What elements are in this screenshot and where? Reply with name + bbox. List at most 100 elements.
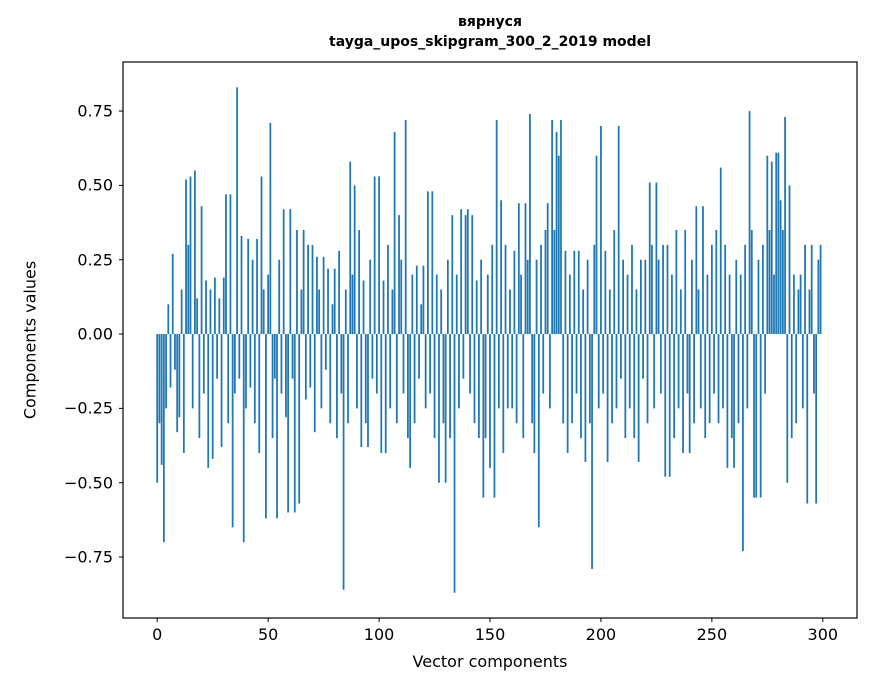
bar [662, 244, 664, 335]
bar [349, 161, 352, 335]
bar [613, 229, 616, 335]
bar [171, 253, 174, 335]
bar [682, 334, 684, 453]
bar [404, 119, 407, 335]
bar [174, 334, 176, 370]
y-tick-label: 0.25 [77, 250, 113, 270]
bar [180, 289, 183, 335]
bar [699, 334, 702, 409]
bar [291, 334, 294, 379]
bar [770, 161, 773, 335]
bar [353, 185, 356, 335]
bar [338, 250, 341, 335]
bar [480, 259, 483, 335]
bar [347, 334, 349, 424]
bar [309, 334, 312, 388]
bar [582, 289, 585, 335]
bar [455, 274, 458, 335]
bar [475, 280, 478, 335]
bar [651, 244, 653, 335]
bar [688, 334, 691, 453]
bar [753, 334, 755, 498]
bar [564, 250, 567, 335]
bar [398, 215, 400, 335]
bar [189, 176, 192, 335]
y-tick-label: −0.50 [63, 473, 113, 493]
bar [790, 334, 793, 439]
bar [584, 334, 587, 462]
bar [799, 274, 802, 335]
bar [511, 334, 514, 409]
bar [271, 334, 274, 439]
bar [813, 334, 815, 394]
bar [526, 259, 529, 335]
bar [750, 229, 753, 335]
bar [493, 334, 496, 498]
bar [289, 209, 292, 335]
bar [586, 259, 589, 335]
bar [449, 334, 451, 439]
bar [316, 256, 318, 335]
bar [606, 334, 609, 462]
bar [566, 334, 569, 453]
bar [267, 274, 270, 335]
bar [637, 334, 640, 462]
bar [446, 259, 449, 335]
bar [409, 334, 412, 468]
bar [207, 334, 210, 468]
bar [429, 334, 431, 394]
bar [302, 229, 305, 335]
bar [336, 334, 338, 439]
bar [242, 334, 245, 543]
bar [668, 334, 671, 477]
bar [191, 334, 194, 409]
bar [256, 238, 258, 335]
bar [815, 334, 818, 504]
bar [287, 334, 289, 513]
bar [761, 244, 764, 335]
bar [444, 334, 447, 483]
bar [329, 334, 332, 424]
bar [367, 334, 369, 448]
bar [506, 334, 509, 409]
bar [158, 334, 161, 424]
bar [495, 119, 498, 335]
bar [735, 259, 738, 335]
bar [622, 259, 625, 335]
y-tick-label: 0.75 [77, 101, 113, 121]
bar [544, 229, 547, 335]
bar [293, 334, 296, 513]
bar [424, 334, 427, 409]
bar [460, 209, 463, 335]
bar [320, 334, 323, 409]
bar [624, 334, 627, 439]
bar [549, 334, 551, 409]
y-tick-label: 0.50 [77, 175, 113, 195]
bar [402, 334, 405, 394]
bar [551, 119, 554, 335]
bar [435, 274, 438, 335]
bar [324, 334, 327, 370]
bar [801, 334, 804, 409]
bar [218, 298, 221, 335]
bar [635, 289, 638, 335]
x-tick-label: 200 [585, 625, 617, 644]
bar [216, 334, 219, 379]
bar [440, 289, 443, 335]
bar [722, 334, 724, 409]
bar [442, 334, 445, 424]
bar [533, 334, 536, 453]
bar [464, 215, 467, 335]
bar [704, 334, 707, 439]
bar [227, 334, 230, 424]
bar [253, 334, 256, 424]
bar [491, 244, 494, 335]
bar [642, 334, 644, 379]
bar [393, 131, 396, 335]
bar [797, 289, 800, 335]
bar [504, 244, 507, 335]
bar [819, 244, 822, 335]
bar [646, 334, 649, 424]
